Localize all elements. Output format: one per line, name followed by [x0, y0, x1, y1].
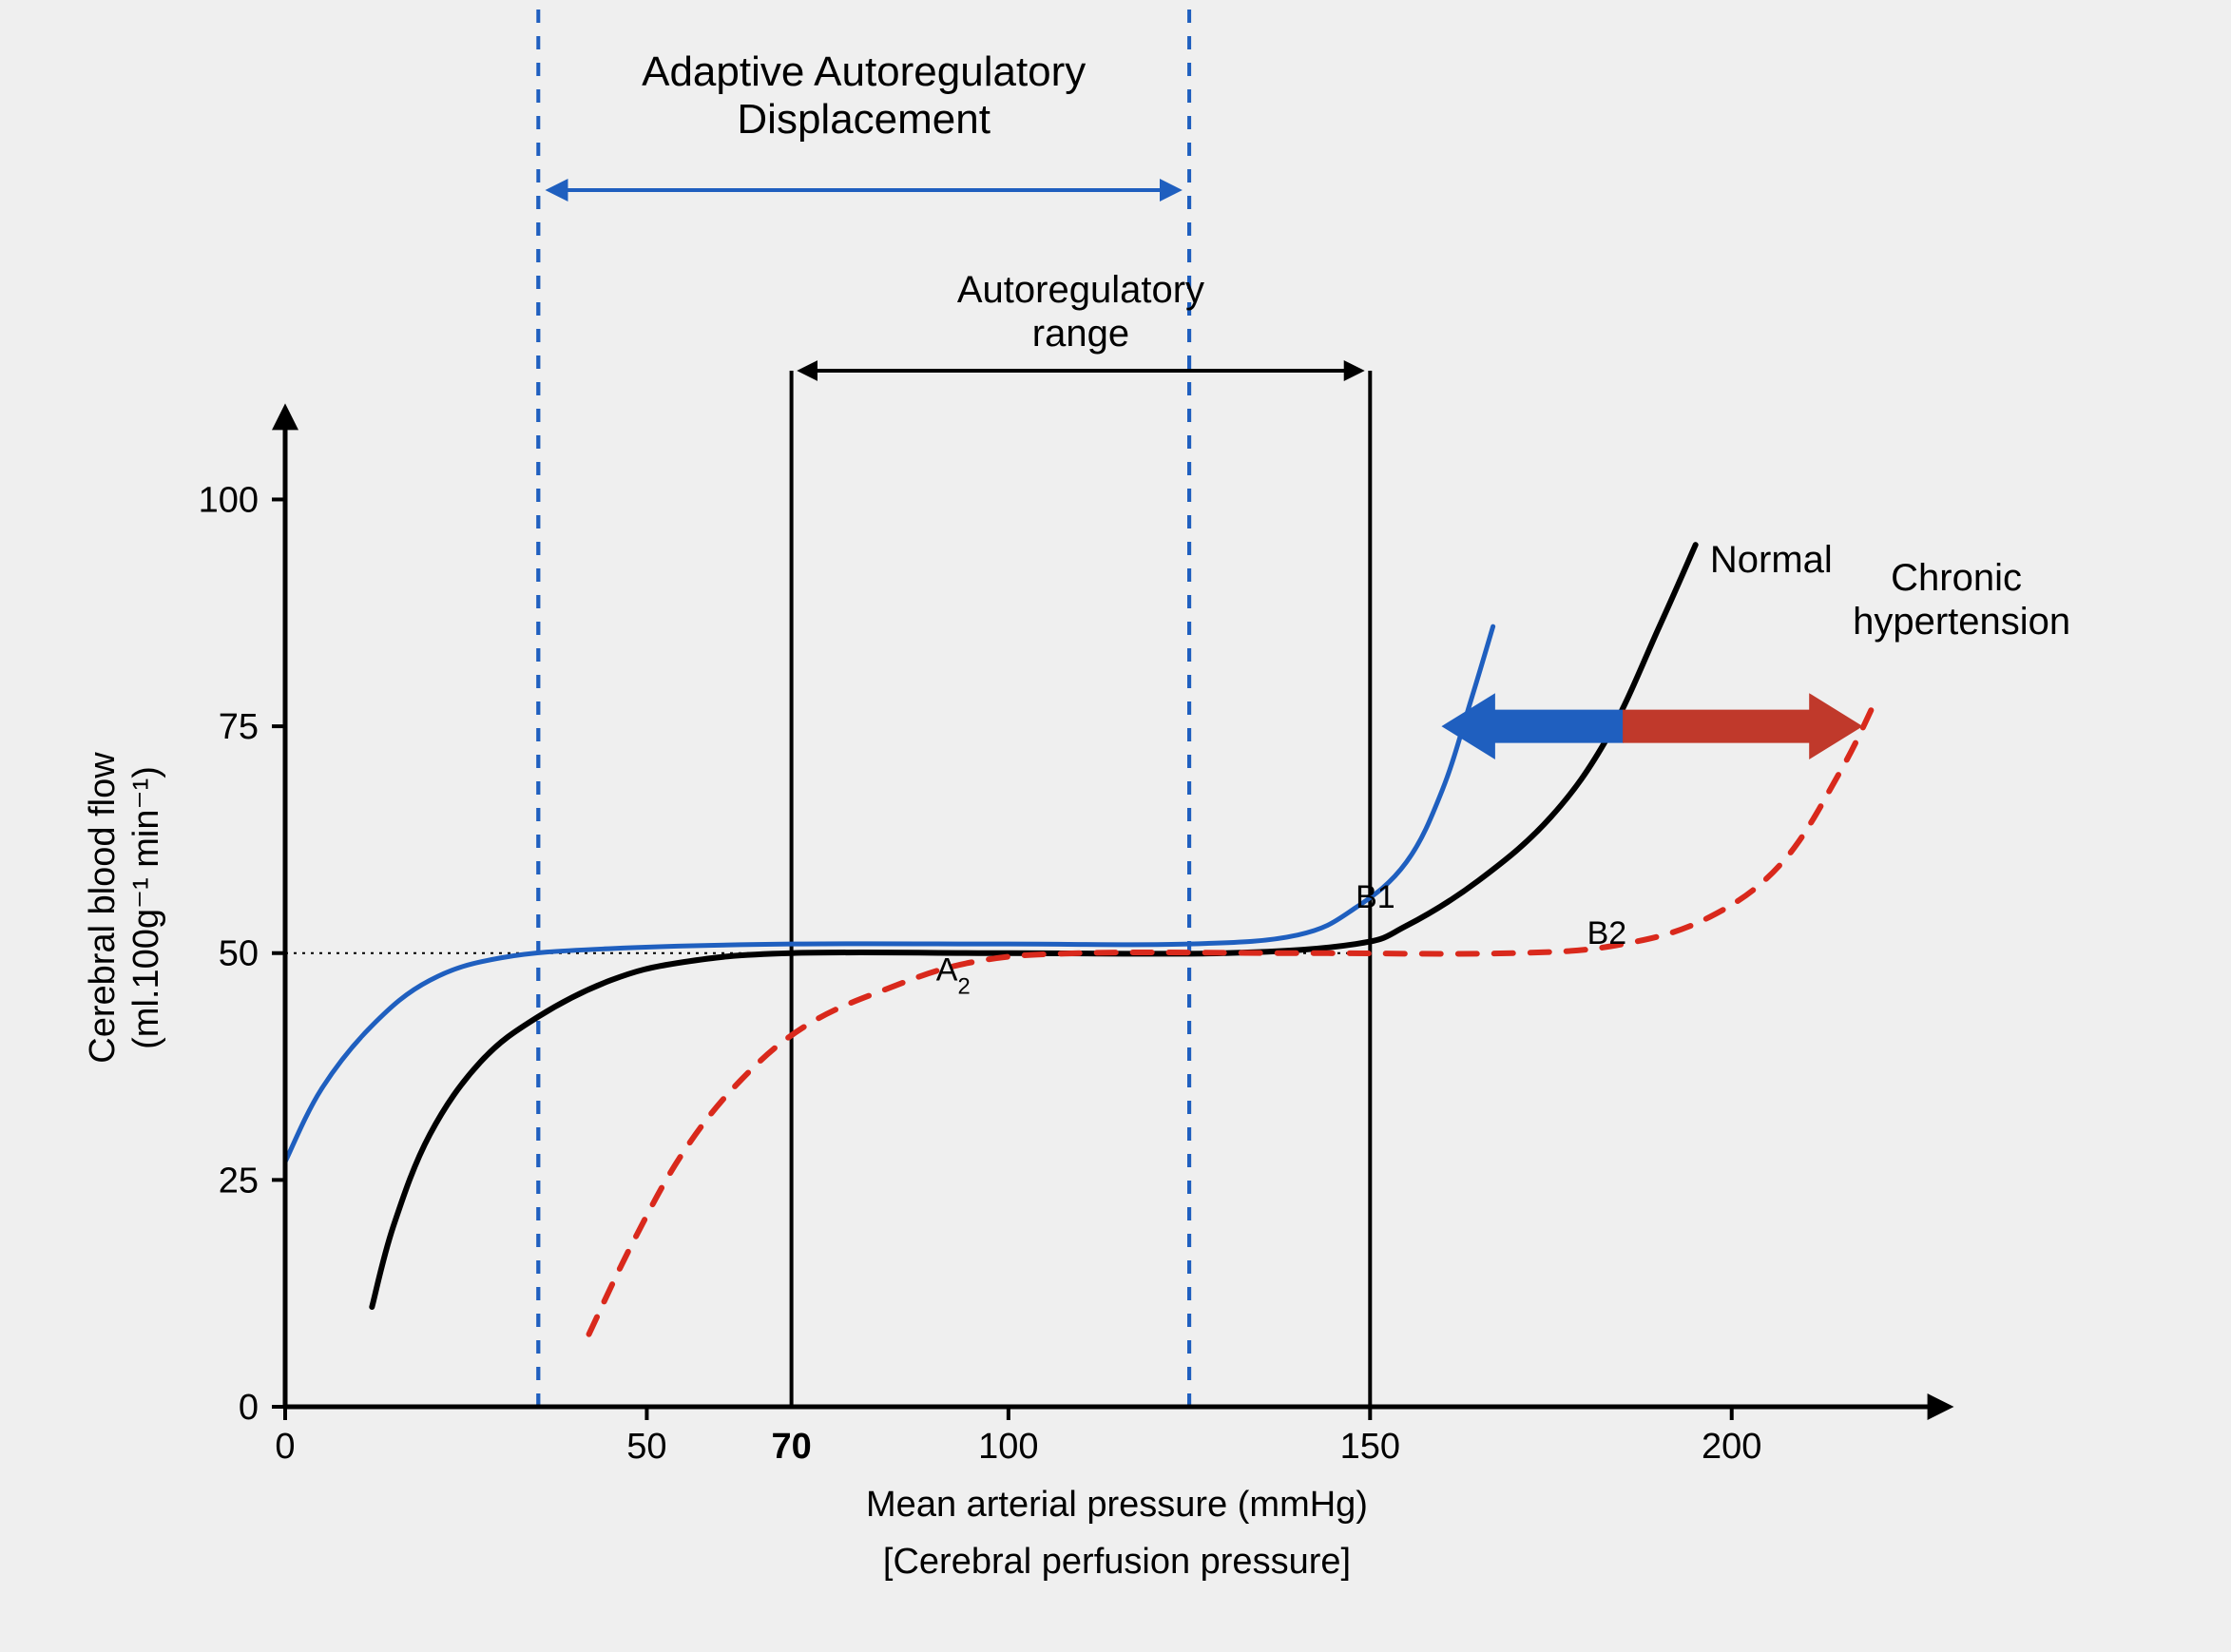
svg-text:(ml.100g⁻¹ min⁻¹): (ml.100g⁻¹ min⁻¹) [126, 766, 166, 1049]
svg-text:25: 25 [219, 1161, 259, 1201]
svg-text:B2: B2 [1587, 915, 1627, 951]
autoregulation-chart: Adaptive AutoregulatoryDisplacement Autor… [0, 0, 2231, 1652]
svg-text:100: 100 [199, 480, 259, 520]
svg-text:0: 0 [275, 1427, 295, 1467]
svg-text:Adaptive Autoregulatory: Adaptive Autoregulatory [642, 48, 1086, 95]
svg-text:70: 70 [771, 1427, 811, 1467]
svg-text:50: 50 [219, 934, 259, 974]
svg-text:range: range [1032, 313, 1129, 355]
svg-text:hypertension: hypertension [1853, 601, 2070, 643]
svg-text:200: 200 [1702, 1427, 1761, 1467]
svg-text:100: 100 [978, 1427, 1038, 1467]
svg-text:50: 50 [626, 1427, 666, 1467]
svg-text:0: 0 [239, 1388, 259, 1428]
svg-text:Displacement: Displacement [737, 96, 990, 143]
svg-text:Chronic: Chronic [1891, 557, 2022, 599]
chart-container: Adaptive AutoregulatoryDisplacement Autor… [0, 0, 2231, 1652]
svg-text:150: 150 [1340, 1427, 1400, 1467]
svg-text:Cerebral blood flow: Cerebral blood flow [83, 752, 123, 1064]
svg-text:75: 75 [219, 707, 259, 747]
svg-text:Autoregulatory: Autoregulatory [957, 269, 1204, 311]
svg-text:Mean arterial pressure (mmHg): Mean arterial pressure (mmHg) [866, 1485, 1368, 1525]
svg-text:[Cerebral perfusion pressure]: [Cerebral perfusion pressure] [883, 1542, 1351, 1582]
svg-text:Normal: Normal [1710, 539, 1833, 581]
svg-text:B1: B1 [1356, 879, 1395, 915]
